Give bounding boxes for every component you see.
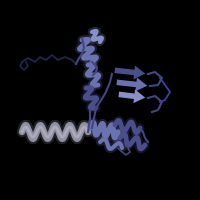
FancyArrowPatch shape xyxy=(114,66,145,79)
FancyArrowPatch shape xyxy=(116,78,147,91)
FancyArrowPatch shape xyxy=(118,89,145,103)
